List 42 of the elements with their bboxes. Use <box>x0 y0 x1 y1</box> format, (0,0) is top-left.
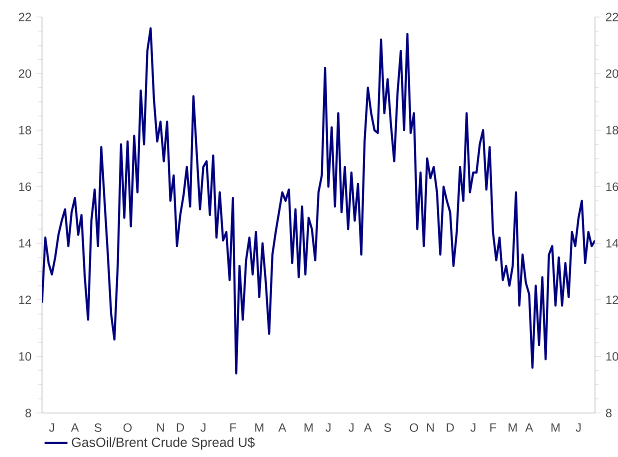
x-tick-label: O <box>123 423 132 432</box>
y-tick-label: 10 <box>19 352 32 361</box>
y-tick-label: 8 <box>25 408 32 418</box>
x-tick-label: M <box>255 423 264 432</box>
y-tick-label: 16 <box>19 182 32 191</box>
y2-tick-label: 20 <box>606 69 618 78</box>
x-tick-label: S <box>384 423 392 432</box>
x-tick-label: J <box>576 423 581 432</box>
y2-tick-label: 16 <box>606 182 618 191</box>
x-tick-label: F <box>230 423 236 432</box>
x-tick-label: J <box>326 423 330 432</box>
x-tick-label: N <box>157 423 164 432</box>
y-tick-label: 22 <box>18 12 31 22</box>
x-tick-label: F <box>490 423 496 432</box>
line-series <box>42 27 595 374</box>
x-tick-label: J <box>348 423 354 432</box>
x-tick-label: J <box>470 423 476 432</box>
x-tick-label: M <box>304 423 313 432</box>
x-tick-label: D <box>446 423 454 432</box>
y2-tick-label: 22 <box>606 12 618 22</box>
x-tick-label: D <box>176 423 184 432</box>
y2-tick-label: 10 <box>606 352 618 361</box>
x-tick-label: A <box>278 423 286 432</box>
x-tick-label: J <box>200 423 206 432</box>
x-tick-label: A <box>525 423 534 432</box>
x-tick-label: A <box>70 423 79 432</box>
x-tick-label: N <box>427 423 434 432</box>
legend-label: GasOil/Brent Crude Spread U$ <box>72 437 255 450</box>
x-tick-label: S <box>94 423 102 432</box>
y-tick-label: 12 <box>19 296 31 304</box>
x-tick-label: J <box>49 423 54 432</box>
x-tick-label: A <box>364 423 372 432</box>
y-tick-label: 20 <box>18 69 32 78</box>
y-tick-label: 18 <box>19 126 32 134</box>
y-tick-label: 14 <box>19 239 32 248</box>
x-tick-label: O <box>410 423 418 432</box>
y2-tick-label: 8 <box>606 408 612 418</box>
y2-tick-label: 18 <box>606 126 618 134</box>
x-tick-label: M <box>551 423 560 432</box>
x-tick-label: M <box>508 423 517 432</box>
y2-tick-label: 14 <box>606 239 618 248</box>
y2-tick-label: 12 <box>606 296 618 304</box>
